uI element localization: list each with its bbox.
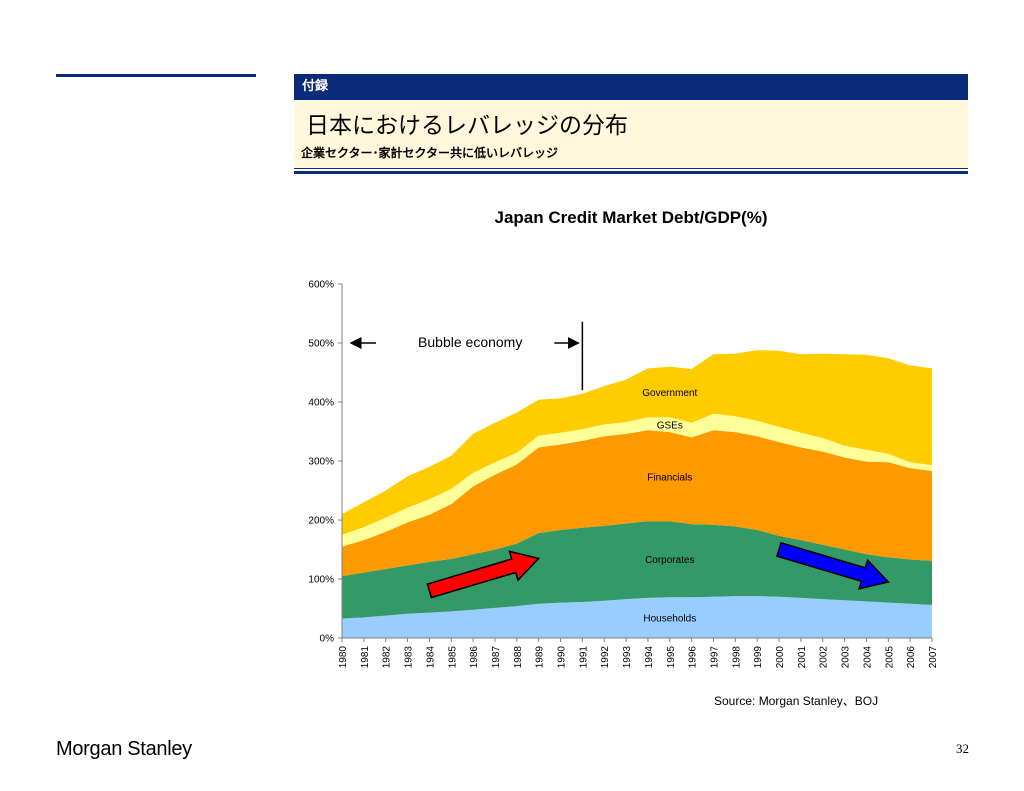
- y-tick-label: 200%: [308, 516, 334, 527]
- x-tick-label: 2002: [819, 646, 830, 669]
- series-label-corporates: Corporates: [645, 555, 694, 566]
- x-tick-label: 1994: [644, 646, 655, 669]
- x-tick-label: 1997: [710, 646, 721, 669]
- title-divider-thin: [294, 168, 968, 169]
- y-tick-label: 500%: [308, 339, 334, 350]
- x-tick-label: 2005: [884, 646, 895, 669]
- series-label-government: Government: [642, 388, 697, 399]
- y-tick-label: 600%: [308, 280, 334, 291]
- x-tick-label: 1996: [688, 646, 699, 669]
- x-tick-label: 1986: [469, 646, 480, 669]
- y-tick-label: 400%: [308, 398, 334, 409]
- x-tick-label: 1989: [535, 646, 546, 669]
- page-number: 32: [956, 741, 969, 756]
- x-tick-label: 2006: [906, 646, 917, 669]
- x-tick-label: 1988: [513, 646, 524, 669]
- page-title: 日本におけるレバレッジの分布: [306, 113, 628, 139]
- x-tick-label: 1992: [600, 646, 611, 669]
- page-subtitle: 企業セクター･家計セクター共に低いレバレッジ: [301, 146, 559, 160]
- series-label-households: Households: [643, 614, 696, 625]
- x-tick-label: 1983: [404, 646, 415, 669]
- bubble-economy-label: Bubble economy: [418, 334, 522, 350]
- x-tick-label: 2003: [841, 646, 852, 669]
- area-households: [342, 596, 932, 638]
- trend-up-arrow: [426, 550, 541, 599]
- source-note: Source: Morgan Stanley、BOJ: [714, 694, 879, 708]
- title-divider-thick: [294, 171, 968, 174]
- x-tick-label: 2000: [775, 646, 786, 669]
- x-tick-label: 1999: [753, 646, 764, 669]
- x-tick-label: 1993: [622, 646, 633, 669]
- section-label: 付録: [294, 74, 968, 100]
- area-government: [342, 350, 932, 535]
- x-tick-label: 1981: [360, 646, 371, 669]
- x-tick-label: 2004: [862, 646, 873, 669]
- x-tick-label: 2007: [928, 646, 939, 669]
- x-tick-label: 1985: [447, 646, 458, 669]
- x-tick-label: 1990: [557, 646, 568, 669]
- x-tick-label: 1991: [578, 646, 589, 669]
- x-tick-label: 2001: [797, 646, 808, 669]
- x-tick-label: 1998: [731, 646, 742, 669]
- left-accent-rule: [56, 74, 256, 77]
- series-label-financials: Financials: [647, 473, 692, 484]
- x-tick-label: 1984: [425, 646, 436, 669]
- trend-down-arrow: [776, 541, 890, 590]
- x-tick-label: 1987: [491, 646, 502, 669]
- y-tick-label: 300%: [308, 457, 334, 468]
- x-tick-label: 1995: [666, 646, 677, 669]
- y-tick-label: 0%: [320, 634, 335, 645]
- morgan-stanley-logo: Morgan Stanley: [56, 738, 192, 760]
- title-panel: 日本におけるレバレッジの分布 企業セクター･家計セクター共に低いレバレッジ: [294, 100, 968, 168]
- x-tick-label: 1980: [338, 646, 349, 669]
- area-financials: [342, 430, 932, 577]
- credit-debt-area-chart: Households Corporates Financials GSEs Govern…: [308, 280, 939, 669]
- chart-title: Japan Credit Market Debt/GDP(%): [494, 208, 768, 227]
- series-label-gses: GSEs: [657, 421, 683, 432]
- y-tick-label: 100%: [308, 575, 334, 586]
- x-tick-label: 1982: [382, 646, 393, 669]
